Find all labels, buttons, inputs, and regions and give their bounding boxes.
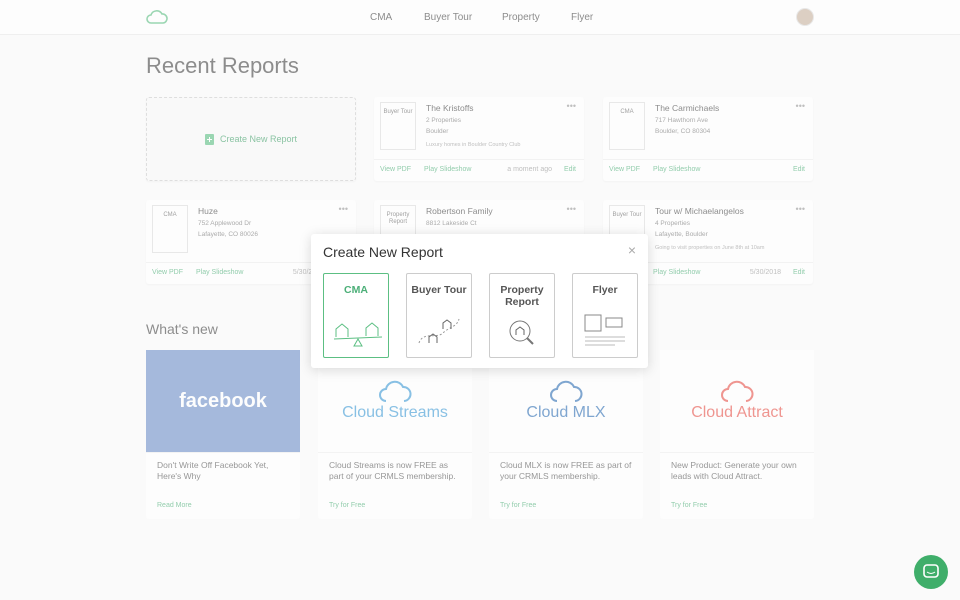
nav-cma[interactable]: CMA (370, 12, 393, 23)
whats-new-title: What's new (146, 321, 218, 337)
more-options-icon[interactable]: ••• (338, 204, 348, 214)
play-slideshow-link[interactable]: Play Slideshow (196, 269, 244, 276)
brand-name: facebook (179, 389, 267, 412)
magnifier-house-icon (509, 320, 534, 345)
brand-name: Cloud MLX (526, 404, 606, 421)
report-line2: Lafayette, Boulder (655, 231, 708, 238)
report-title: Huze (198, 206, 218, 216)
chat-button[interactable] (914, 555, 948, 589)
modal-title: Create New Report (323, 244, 443, 260)
report-time: a moment ago (507, 166, 552, 173)
create-report-modal: Create New Report × CMA Buyer Tour Prope… (311, 234, 648, 368)
edit-link[interactable]: Edit (563, 166, 576, 173)
report-line1: 8812 Lakeside Ct (426, 220, 477, 227)
report-line1: 752 Applewood Dr (198, 220, 252, 227)
report-thumbnail: Buyer Tour (380, 102, 416, 150)
report-thumbnail: CMA (152, 205, 188, 253)
cloud-icon (721, 380, 754, 402)
flyer-icon (584, 314, 625, 346)
option-flyer[interactable]: Flyer (572, 273, 638, 358)
thumb-label: CMA (620, 109, 634, 115)
thumb-label: Buyer Tour (612, 212, 642, 218)
news-link[interactable]: Try for Free (671, 502, 708, 509)
news-link[interactable]: Try for Free (500, 502, 537, 509)
report-line1: 4 Properties (655, 220, 691, 227)
option-buyer-tour[interactable]: Buyer Tour (406, 273, 472, 358)
play-slideshow-link[interactable]: Play Slideshow (653, 166, 701, 173)
thumb-label: Buyer Tour (383, 109, 413, 115)
close-icon[interactable]: × (627, 242, 636, 258)
avatar[interactable] (796, 8, 814, 26)
scale-houses-icon (333, 322, 382, 347)
cloud-icon (550, 380, 583, 402)
report-line1: 2 Properties (426, 117, 462, 124)
thumb-label: CMA (163, 212, 177, 218)
more-options-icon[interactable]: ••• (566, 204, 576, 214)
view-pdf-link[interactable]: View PDF (609, 166, 640, 173)
nav-flyer[interactable]: Flyer (571, 12, 594, 23)
report-card[interactable]: CMA The Carmichaels 717 Hawthorn Ave Bou… (603, 97, 813, 181)
report-line2: Boulder (426, 128, 449, 135)
page-title: Recent Reports (146, 53, 299, 78)
edit-link[interactable]: Edit (792, 269, 805, 276)
nav-property[interactable]: Property (502, 12, 540, 23)
report-note: Going to visit properties on June 8th at… (655, 245, 765, 251)
news-text: New Product: Generate your own leads wit… (671, 460, 797, 481)
cloud-icon (379, 380, 412, 402)
edit-link[interactable]: Edit (792, 166, 805, 173)
report-time: 5/30/2018 (292, 269, 324, 276)
nav-buyer-tour[interactable]: Buyer Tour (424, 12, 473, 23)
option-label: Property Report (500, 284, 544, 308)
option-label: Flyer (592, 284, 618, 296)
news-text: Cloud Streams is now FREE as part of you… (329, 460, 456, 481)
top-nav-bar: CMA Buyer Tour Property Flyer (0, 0, 960, 35)
option-cma[interactable]: CMA (323, 273, 389, 358)
news-text: Cloud MLX is now FREE as part of your CR… (500, 460, 632, 481)
report-line1: 717 Hawthorn Ave (655, 117, 708, 124)
play-slideshow-link[interactable]: Play Slideshow (653, 269, 701, 276)
option-label: Buyer Tour (411, 284, 467, 296)
report-line2: Boulder, CO 80304 (655, 128, 711, 135)
more-options-icon[interactable]: ••• (566, 101, 576, 111)
report-title: The Kristoffs (426, 103, 474, 113)
news-card[interactable]: Cloud Streams Cloud Streams is now FREE … (318, 350, 472, 519)
more-options-icon[interactable]: ••• (795, 204, 805, 214)
report-thumbnail: CMA (609, 102, 645, 150)
tour-route-icon (418, 318, 460, 344)
more-options-icon[interactable]: ••• (795, 101, 805, 111)
create-new-report-card[interactable]: Create New Report (146, 97, 356, 181)
play-slideshow-link[interactable]: Play Slideshow (424, 166, 472, 173)
view-pdf-link[interactable]: View PDF (380, 166, 411, 173)
news-text: Don't Write Off Facebook Yet, Here's Why (157, 460, 269, 481)
view-pdf-link[interactable]: View PDF (152, 269, 183, 276)
cloud-logo-icon[interactable] (146, 8, 168, 26)
news-card[interactable]: Cloud MLX Cloud MLX is now FREE as part … (489, 350, 643, 519)
news-link[interactable]: Try for Free (329, 502, 366, 509)
report-title: Tour w/ Michaelangelos (655, 206, 744, 216)
news-card[interactable]: Cloud Attract New Product: Generate your… (660, 350, 814, 519)
option-label: CMA (344, 284, 368, 296)
create-new-report-label: Create New Report (219, 134, 298, 144)
chat-icon (923, 564, 939, 578)
news-image: facebook (146, 350, 300, 453)
report-title: The Carmichaels (655, 103, 720, 113)
report-card[interactable]: Buyer Tour The Kristoffs 2 Properties Bo… (374, 97, 584, 181)
news-card[interactable]: facebook Don't Write Off Facebook Yet, H… (146, 350, 300, 519)
report-line2: Lafayette, CO 80026 (198, 231, 258, 238)
thumb-label: Property Report (386, 212, 410, 225)
news-image: Cloud Attract (660, 350, 814, 453)
news-link[interactable]: Read More (157, 502, 192, 509)
report-note: Luxury homes in Boulder Country Club (426, 142, 521, 148)
brand-name: Cloud Streams (342, 404, 448, 421)
option-property-report[interactable]: Property Report (489, 273, 555, 358)
report-title: Robertson Family (426, 206, 493, 216)
brand-name: Cloud Attract (691, 404, 783, 421)
report-time: 5/30/2018 (749, 269, 781, 276)
add-file-icon (204, 133, 214, 145)
